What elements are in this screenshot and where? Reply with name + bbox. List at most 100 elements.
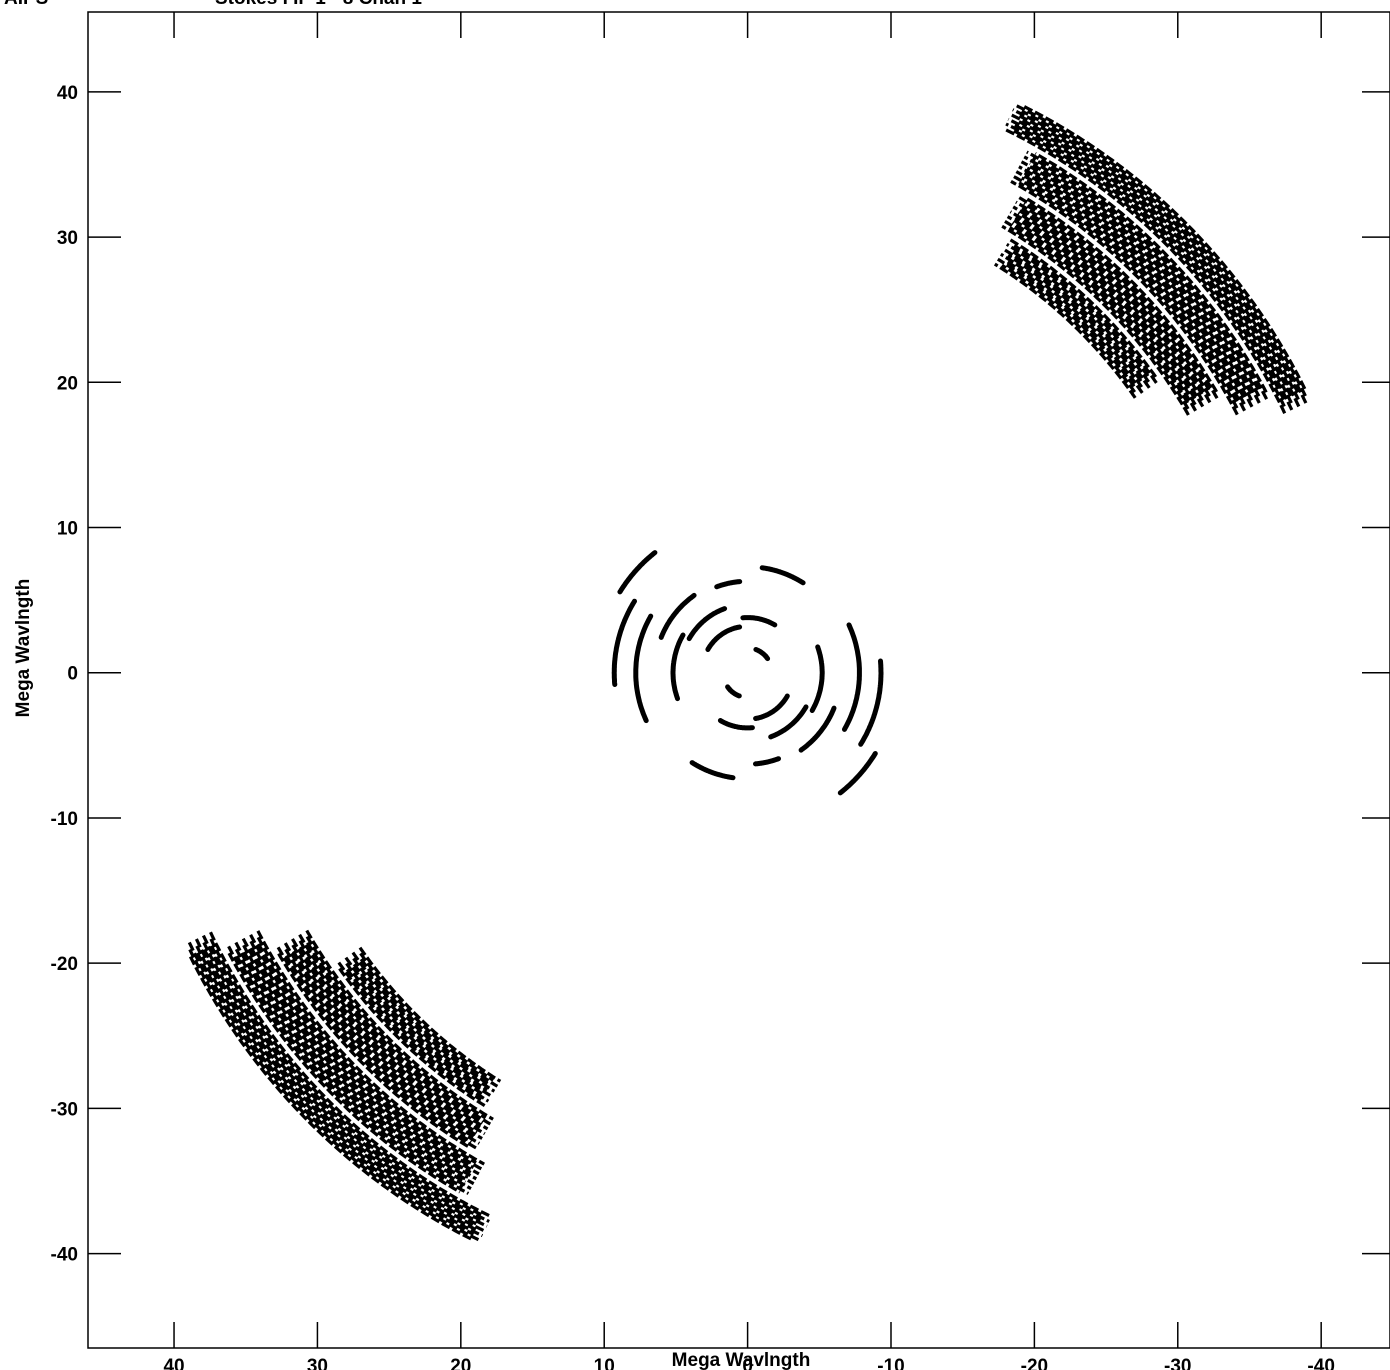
uv-track-core xyxy=(689,760,736,781)
uv-track-core xyxy=(798,705,837,753)
uv-track-lower-left xyxy=(234,941,467,1184)
uv-track-lower-left xyxy=(256,930,485,1166)
uv-track-upper-right xyxy=(1018,165,1254,408)
uv-track-lower-left xyxy=(209,945,490,1223)
uv-track-lower-left xyxy=(227,945,470,1195)
uv-track-upper-right xyxy=(1013,123,1294,411)
uv-track-upper-right xyxy=(1012,205,1204,395)
uv-track-core xyxy=(670,632,686,702)
uv-track-upper-right xyxy=(1010,249,1150,383)
uv-track-core xyxy=(686,606,728,642)
uv-track-lower-left xyxy=(337,961,482,1102)
uv-track-core xyxy=(753,756,781,767)
uv-track-core xyxy=(714,579,743,590)
x-tick-label: -40 xyxy=(1307,1356,1334,1370)
uv-track-lower-left xyxy=(338,967,487,1108)
uv-track-lower-left xyxy=(352,957,496,1093)
uv-track-upper-right xyxy=(1025,197,1218,393)
axis-ticks-layer: 40 30 20 10 0 -10 -20 -30 -40 40 30 20 10 0 -10 -20 -30 -… xyxy=(51,12,1390,1370)
y-tick-label: 0 xyxy=(67,664,78,685)
uv-track-upper-right xyxy=(1020,109,1308,404)
uv-track-lower-left xyxy=(306,941,492,1126)
x-axis-title: Mega Wavlngth xyxy=(672,1350,811,1370)
uv-track-upper-right xyxy=(1021,176,1247,412)
uv-track-core xyxy=(768,704,809,740)
uv-track-lower-left xyxy=(188,955,472,1241)
uv-track-lower-left xyxy=(284,948,481,1145)
uv-track-lower-left xyxy=(209,931,493,1219)
uv-track-upper-right xyxy=(1012,108,1300,394)
uv-track-upper-right xyxy=(1014,103,1307,397)
uv-track-upper-right xyxy=(1031,157,1260,391)
uv-track-lower-left xyxy=(227,952,461,1194)
uv-track-upper-right xyxy=(1013,244,1158,384)
uv-track-core xyxy=(842,622,862,732)
plot-header: AIPS Stokes I IF 1 - 8 Chan 1 xyxy=(0,0,1390,12)
y-tick-label: -30 xyxy=(51,1099,78,1120)
uv-track-lower-left xyxy=(241,937,478,1181)
uv-track-lower-left xyxy=(195,945,477,1232)
uv-track-upper-right xyxy=(1018,181,1239,409)
uv-track-lower-left xyxy=(256,936,477,1165)
uv-track-upper-right xyxy=(1005,122,1286,401)
x-tick-label: 20 xyxy=(450,1356,471,1370)
uv-track-upper-right xyxy=(1006,215,1197,406)
uv-track-lower-left xyxy=(305,929,494,1121)
uv-track-lower-left xyxy=(291,944,478,1134)
x-tick-label: -10 xyxy=(877,1356,904,1370)
uv-track-upper-right xyxy=(993,262,1137,399)
uv-track-upper-right xyxy=(1001,263,1137,394)
uv-track-core xyxy=(759,565,806,586)
uv-points-layer xyxy=(187,103,1308,1242)
uv-track-core xyxy=(611,598,637,687)
uv-track-lower-left xyxy=(242,944,469,1179)
uv-track-upper-right xyxy=(1018,114,1300,401)
uv-track-upper-right xyxy=(1029,161,1261,404)
y-tick-label: -20 xyxy=(51,954,78,975)
uv-track-upper-right xyxy=(1020,160,1253,395)
uv-track-upper-right xyxy=(999,252,1143,388)
y-tick-label: 30 xyxy=(57,228,78,249)
uv-track-lower-left xyxy=(298,940,489,1131)
uv-track-lower-left xyxy=(277,952,470,1149)
x-tick-label: 30 xyxy=(307,1356,328,1370)
uv-track-upper-right xyxy=(1003,127,1287,414)
uv-track-core xyxy=(753,693,790,721)
uv-track-lower-left xyxy=(291,950,483,1140)
uv-track-upper-right xyxy=(1005,242,1150,377)
y-tick-label: 10 xyxy=(57,519,78,540)
uv-track-upper-right xyxy=(1016,119,1293,397)
uv-track-core xyxy=(633,613,654,724)
uv-track-upper-right xyxy=(1026,166,1254,401)
uv-track-upper-right xyxy=(1023,104,1307,390)
uv-track-lower-left xyxy=(291,938,486,1136)
uv-track-lower-left xyxy=(234,948,472,1191)
uv-track-lower-left xyxy=(359,958,499,1088)
uv-track-upper-right xyxy=(1004,258,1144,394)
uv-track-lower-left xyxy=(249,934,475,1169)
x-tick-label: -30 xyxy=(1164,1356,1191,1370)
uv-track-lower-left xyxy=(305,935,487,1120)
header-right-label: Stokes I IF 1 - 8 Chan 1 xyxy=(215,0,422,10)
uv-track-upper-right xyxy=(1015,170,1246,405)
y-tick-label: 20 xyxy=(57,373,78,394)
uv-track-core xyxy=(809,644,825,713)
uv-track-upper-right xyxy=(1014,216,1197,400)
uv-track-upper-right xyxy=(1023,171,1246,399)
uv-track-lower-left xyxy=(202,948,479,1227)
header-left-label: AIPS xyxy=(4,0,48,10)
uv-track-upper-right xyxy=(1007,117,1293,404)
uv-track-upper-right xyxy=(1007,254,1143,383)
uv-track-upper-right xyxy=(1026,150,1269,400)
uv-track-upper-right xyxy=(1004,220,1190,404)
y-tick-label: -40 xyxy=(51,1245,78,1266)
uv-track-lower-left xyxy=(298,933,484,1125)
uv-track-lower-left xyxy=(345,968,490,1103)
y-axis-title: Mega Wavlngth xyxy=(13,579,34,718)
uv-track-upper-right xyxy=(1010,180,1239,416)
uv-track-upper-right xyxy=(996,257,1136,388)
uv-track-lower-left xyxy=(202,941,488,1228)
uv-track-core xyxy=(753,647,771,662)
uv-track-lower-left xyxy=(209,938,484,1217)
y-tick-label: -10 xyxy=(51,809,78,830)
